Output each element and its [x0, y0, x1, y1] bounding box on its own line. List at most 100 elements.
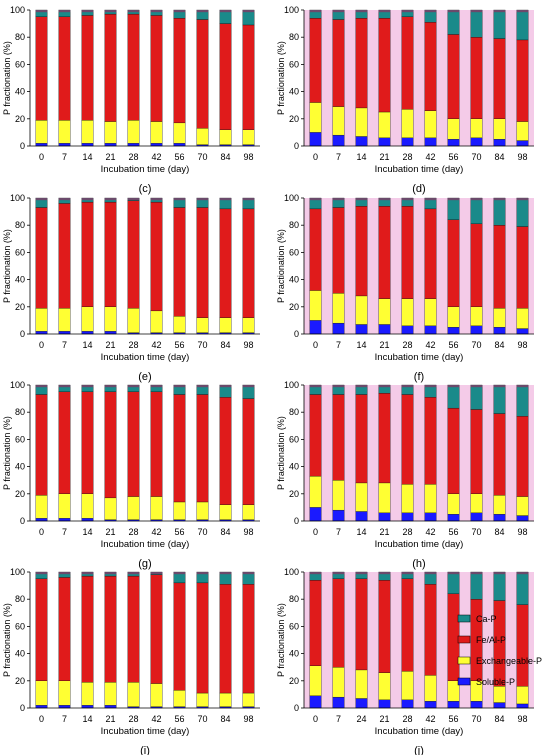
panel-d-bar-exchangeable-p-21 — [378, 111, 391, 138]
panel-e-xtick-3: 21 — [105, 340, 115, 350]
panel-i-label: (i) — [140, 745, 150, 755]
panel-f-bar-soluble-p-42 — [424, 325, 437, 335]
panel-h-bar-ca-p-84 — [493, 384, 506, 414]
panel-j-bar-fe-al-p-21 — [378, 580, 391, 673]
panel-h-bar-soluble-p-70 — [470, 512, 483, 522]
panel-f-ytick-40: 40 — [289, 275, 299, 285]
panel-h-xtick-8: 84 — [494, 527, 504, 537]
panel-f-bar-soluble-p-21 — [378, 324, 391, 335]
panel-c-bar-fe-al-p-98 — [242, 24, 255, 130]
panel-f-xtick-9: 98 — [517, 340, 527, 350]
panel-d-bar-cap-28 — [401, 10, 414, 13]
panel-d-ytick-40: 40 — [289, 87, 299, 97]
panel-j-xtick-6: 56 — [448, 714, 458, 724]
panel-c-bar-exchangeable-p-42 — [150, 121, 163, 144]
panel-d-bar-exchangeable-p-98 — [516, 121, 529, 141]
panel-d-bar-cap-0 — [309, 10, 322, 13]
panel-j-bar-cap-21 — [378, 572, 391, 575]
panel-d-xtick-4: 28 — [402, 152, 412, 162]
panel-c-bar-ca-p-98 — [242, 9, 255, 26]
panel-j-bar-fe-al-p-0 — [309, 580, 322, 666]
panel-i-bar-soluble-p-14 — [81, 705, 94, 709]
panel-h-ytick-40: 40 — [289, 462, 299, 472]
panel-c-bar-fe-al-p-42 — [150, 15, 163, 122]
panel-f-bar-exchangeable-p-84 — [493, 308, 506, 328]
panel-c-xtick-8: 84 — [220, 152, 230, 162]
panel-j-xtick-7: 70 — [471, 714, 481, 724]
panel-d-bar-soluble-p-7 — [332, 134, 345, 147]
panel-g-ytick-20: 20 — [15, 489, 25, 499]
panel-j-ylabel: P fractionation (%) — [276, 603, 286, 677]
panel-i-xtick-8: 84 — [220, 714, 230, 724]
panel-d-bar-fe-al-p-0 — [309, 18, 322, 103]
legend-label-exchangeable-p: Exchangeable-P — [476, 656, 542, 666]
panel-j-bar-ca-p-70 — [470, 571, 483, 600]
panel-d-xtick-1: 7 — [336, 152, 341, 162]
panel-e-bar-fe-al-p-21 — [104, 201, 117, 307]
panel-h-bar-soluble-p-28 — [401, 512, 414, 522]
panel-f-xtick-2: 14 — [356, 340, 366, 350]
panel-j-bar-ca-p-56 — [447, 571, 460, 594]
panel-e-xtick-0: 0 — [39, 340, 44, 350]
panel-h: 0 7 14 21 28 42 56 70 84 98 0 20 40 60 80 100 P fraction… — [276, 380, 534, 570]
panel-h-bar-exchangeable-p-42 — [424, 484, 437, 513]
panel-g-xtick-5: 42 — [151, 527, 161, 537]
panel-f-bar-cap-28 — [401, 198, 414, 201]
panel-g-bar-cap-84 — [219, 385, 232, 388]
panel-e-bar-fe-al-p-28 — [127, 200, 140, 309]
panel-c-bar-cap-21 — [104, 10, 117, 13]
panel-g-xtick-7: 70 — [197, 527, 207, 537]
panel-f-xtick-4: 28 — [402, 340, 412, 350]
panel-e-bar-cap-28 — [127, 198, 140, 201]
panel-j-bar-cap-98 — [516, 572, 529, 575]
panel-d-bar-soluble-p-21 — [378, 137, 391, 147]
panel-f-xlabel: Incubation time (day) — [375, 352, 464, 363]
panel-e-bar-exchangeable-p-28 — [127, 308, 140, 333]
panel-c-bar-fe-al-p-70 — [196, 19, 209, 129]
panel-i-bar-fe-al-p-14 — [81, 575, 94, 683]
panel-f-bar-soluble-p-0 — [309, 320, 322, 335]
panel-d-bar-fe-al-p-98 — [516, 39, 529, 122]
panel-f-label: (f) — [414, 371, 424, 383]
panel-f-bar-exchangeable-p-7 — [332, 293, 345, 324]
panel-d-xlabel: Incubation time (day) — [375, 164, 464, 175]
panel-h-bar-cap-42 — [424, 385, 437, 388]
panel-j-bar-ca-p-98 — [516, 571, 529, 605]
panel-i-bar-fe-al-p-0 — [35, 578, 48, 681]
panel-i-bar-fe-al-p-21 — [104, 575, 117, 683]
panel-i-bar-exchangeable-p-56 — [173, 690, 186, 707]
panel-c-ytick-20: 20 — [15, 114, 25, 124]
panel-d-bar-soluble-p-56 — [447, 139, 460, 147]
panel-h-xtick-2: 14 — [356, 527, 366, 537]
panel-d-bar-fe-al-p-14 — [355, 18, 368, 109]
panel-d-bar-soluble-p-42 — [424, 137, 437, 147]
panel-j-bar-cap-0 — [309, 572, 322, 575]
panel-c-bar-fe-al-p-56 — [173, 18, 186, 124]
panel-c-bar-fe-al-p-84 — [219, 23, 232, 130]
panel-h-bar-soluble-p-0 — [309, 507, 322, 522]
panel-h-xtick-1: 7 — [336, 527, 341, 537]
panel-c-bar-cap-14 — [81, 10, 94, 13]
panel-e-bar-soluble-p-0 — [35, 331, 48, 335]
panel-h-bar-fe-al-p-14 — [355, 394, 368, 484]
panel-i-xlabel: Incubation time (day) — [101, 726, 190, 737]
panel-c-bar-exchangeable-p-70 — [196, 128, 209, 145]
panel-d-bar-fe-al-p-56 — [447, 34, 460, 119]
panel-j-xtick-5: 42 — [425, 714, 435, 724]
panel-d-xtick-3: 21 — [379, 152, 389, 162]
panel-h-bar-soluble-p-42 — [424, 512, 437, 522]
panel-i-bar-fe-al-p-28 — [127, 575, 140, 683]
panel-f-xtick-3: 21 — [379, 340, 389, 350]
panel-h-bar-cap-21 — [378, 385, 391, 388]
panel-h-xtick-3: 21 — [379, 527, 389, 537]
panel-g-xtick-1: 7 — [62, 527, 67, 537]
panel-c-bar-exchangeable-p-7 — [58, 120, 71, 144]
panel-i-bar-fe-al-p-42 — [150, 574, 163, 684]
panel-g-xtick-3: 21 — [105, 527, 115, 537]
panel-d-bar-exchangeable-p-56 — [447, 118, 460, 140]
panel-e-bar-cap-70 — [196, 198, 209, 201]
panel-i-bar-exchangeable-p-0 — [35, 680, 48, 706]
panel-i-bar-cap-84 — [219, 572, 232, 575]
panel-c-bar-cap-56 — [173, 10, 186, 13]
panel-h-bar-cap-98 — [516, 385, 529, 388]
